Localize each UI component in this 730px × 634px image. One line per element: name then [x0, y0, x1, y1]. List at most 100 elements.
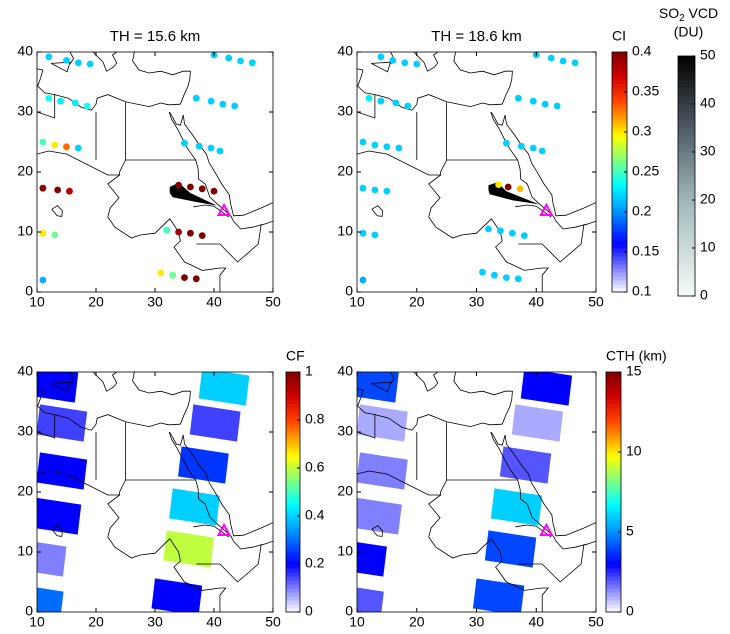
ci-point [360, 277, 367, 284]
ci-point [217, 148, 224, 155]
x-tick-label: 30 [147, 614, 163, 630]
ci-point [75, 59, 82, 66]
ci-point [521, 232, 528, 239]
colorbar-tick-label: 10 [700, 239, 716, 255]
y-tick-label: 40 [337, 43, 353, 59]
ci-point [495, 181, 502, 188]
x-tick-label: 20 [88, 614, 104, 630]
y-tick-label: 0 [25, 603, 33, 619]
map-panel [333, 365, 596, 621]
ci-point [518, 143, 525, 150]
x-tick-label: 50 [265, 614, 281, 630]
colorbar-tick-label: 10 [626, 443, 642, 459]
ci-point [395, 145, 402, 152]
map-panel [37, 52, 273, 292]
ci-point [63, 143, 70, 150]
ci-point [57, 98, 64, 105]
ci-point [485, 226, 492, 233]
ci-point [187, 184, 194, 191]
x-tick-label: 20 [409, 294, 425, 310]
colorbar-label: CI [612, 28, 626, 44]
panel-title: TH = 15.6 km [110, 28, 200, 45]
y-tick-label: 10 [17, 543, 33, 559]
y-tick-label: 20 [17, 483, 33, 499]
ci-point [505, 184, 512, 191]
ci-point [181, 274, 188, 281]
y-tick-label: 30 [17, 423, 33, 439]
x-tick-label: 40 [206, 614, 222, 630]
y-tick-label: 30 [337, 103, 353, 119]
colorbar-tick-label: 0.2 [305, 555, 325, 571]
ci-point [199, 232, 206, 239]
colorbar-tick-label: 0.8 [305, 411, 325, 427]
ci-point [175, 182, 182, 189]
ci-point [193, 95, 200, 102]
ci-point [530, 98, 537, 105]
y-tick-label: 10 [17, 223, 33, 239]
colorbar-tick-label: 0.15 [632, 243, 659, 259]
y-tick-label: 30 [17, 103, 33, 119]
x-tick-label: 20 [88, 294, 104, 310]
colorbar-tick-label: 0.25 [632, 163, 659, 179]
ci-point [542, 101, 549, 108]
ci-point [404, 103, 411, 110]
x-tick-label: 50 [588, 294, 604, 310]
colorbar-label: SO2 VCD [659, 5, 718, 24]
figure: 1020304050010203040TH = 15.6 km102030405… [0, 0, 730, 634]
ci-point [237, 58, 244, 65]
ci-point [548, 55, 555, 62]
y-tick-label: 40 [17, 43, 33, 59]
x-tick-label: 30 [147, 294, 163, 310]
ci-point [560, 58, 567, 65]
ci-point [187, 230, 194, 237]
colorbar-tick-label: 1 [305, 363, 313, 379]
ci-point [219, 101, 226, 108]
colorbar-label: CF [286, 348, 305, 364]
ci-point [40, 185, 47, 192]
ci-point [193, 275, 200, 282]
ci-point [199, 185, 206, 192]
ci-point [378, 98, 385, 105]
ci-point [63, 57, 70, 64]
colorbar-tick-label: 0.35 [632, 83, 659, 99]
y-tick-label: 20 [337, 163, 353, 179]
y-tick-label: 0 [345, 283, 353, 299]
ci-point [378, 53, 385, 60]
ci-point [75, 145, 82, 152]
ci-point [84, 103, 91, 110]
x-tick-label: 40 [528, 614, 544, 630]
ci-point [491, 272, 498, 279]
ci-point [515, 275, 522, 282]
colorbar-tick-label: 0.1 [632, 283, 652, 299]
ci-point [169, 272, 176, 279]
colorbar-tick-label: 30 [700, 143, 716, 159]
y-tick-label: 40 [337, 363, 353, 379]
ci-point [360, 230, 367, 237]
ci-point [383, 188, 390, 195]
colorbar-tick-label: 0 [626, 603, 634, 619]
colorbar-tick-label: 0.6 [305, 459, 325, 475]
colorbar-tick-label: 50 [700, 47, 716, 63]
colorbar-tick-label: 0.2 [632, 203, 652, 219]
ci-point [225, 55, 232, 62]
x-tick-label: 30 [469, 614, 485, 630]
ci-point [196, 143, 203, 150]
colorbar-tick-label: 15 [626, 363, 642, 379]
x-tick-label: 50 [265, 294, 281, 310]
ci-point [554, 103, 561, 110]
ci-point [208, 145, 215, 152]
ci-point [479, 269, 486, 276]
ci-point [181, 140, 188, 147]
y-tick-label: 10 [337, 223, 353, 239]
ci-point [40, 277, 47, 284]
ci-point [509, 230, 516, 237]
ci-point [249, 59, 256, 66]
ci-point [372, 232, 379, 239]
y-tick-label: 30 [337, 423, 353, 439]
ci-point [517, 185, 524, 192]
ci-point [497, 227, 504, 234]
ci-point [530, 145, 537, 152]
colorbar-tick-label: 0.3 [632, 123, 652, 139]
ci-point [54, 187, 61, 194]
x-tick-label: 40 [206, 294, 222, 310]
